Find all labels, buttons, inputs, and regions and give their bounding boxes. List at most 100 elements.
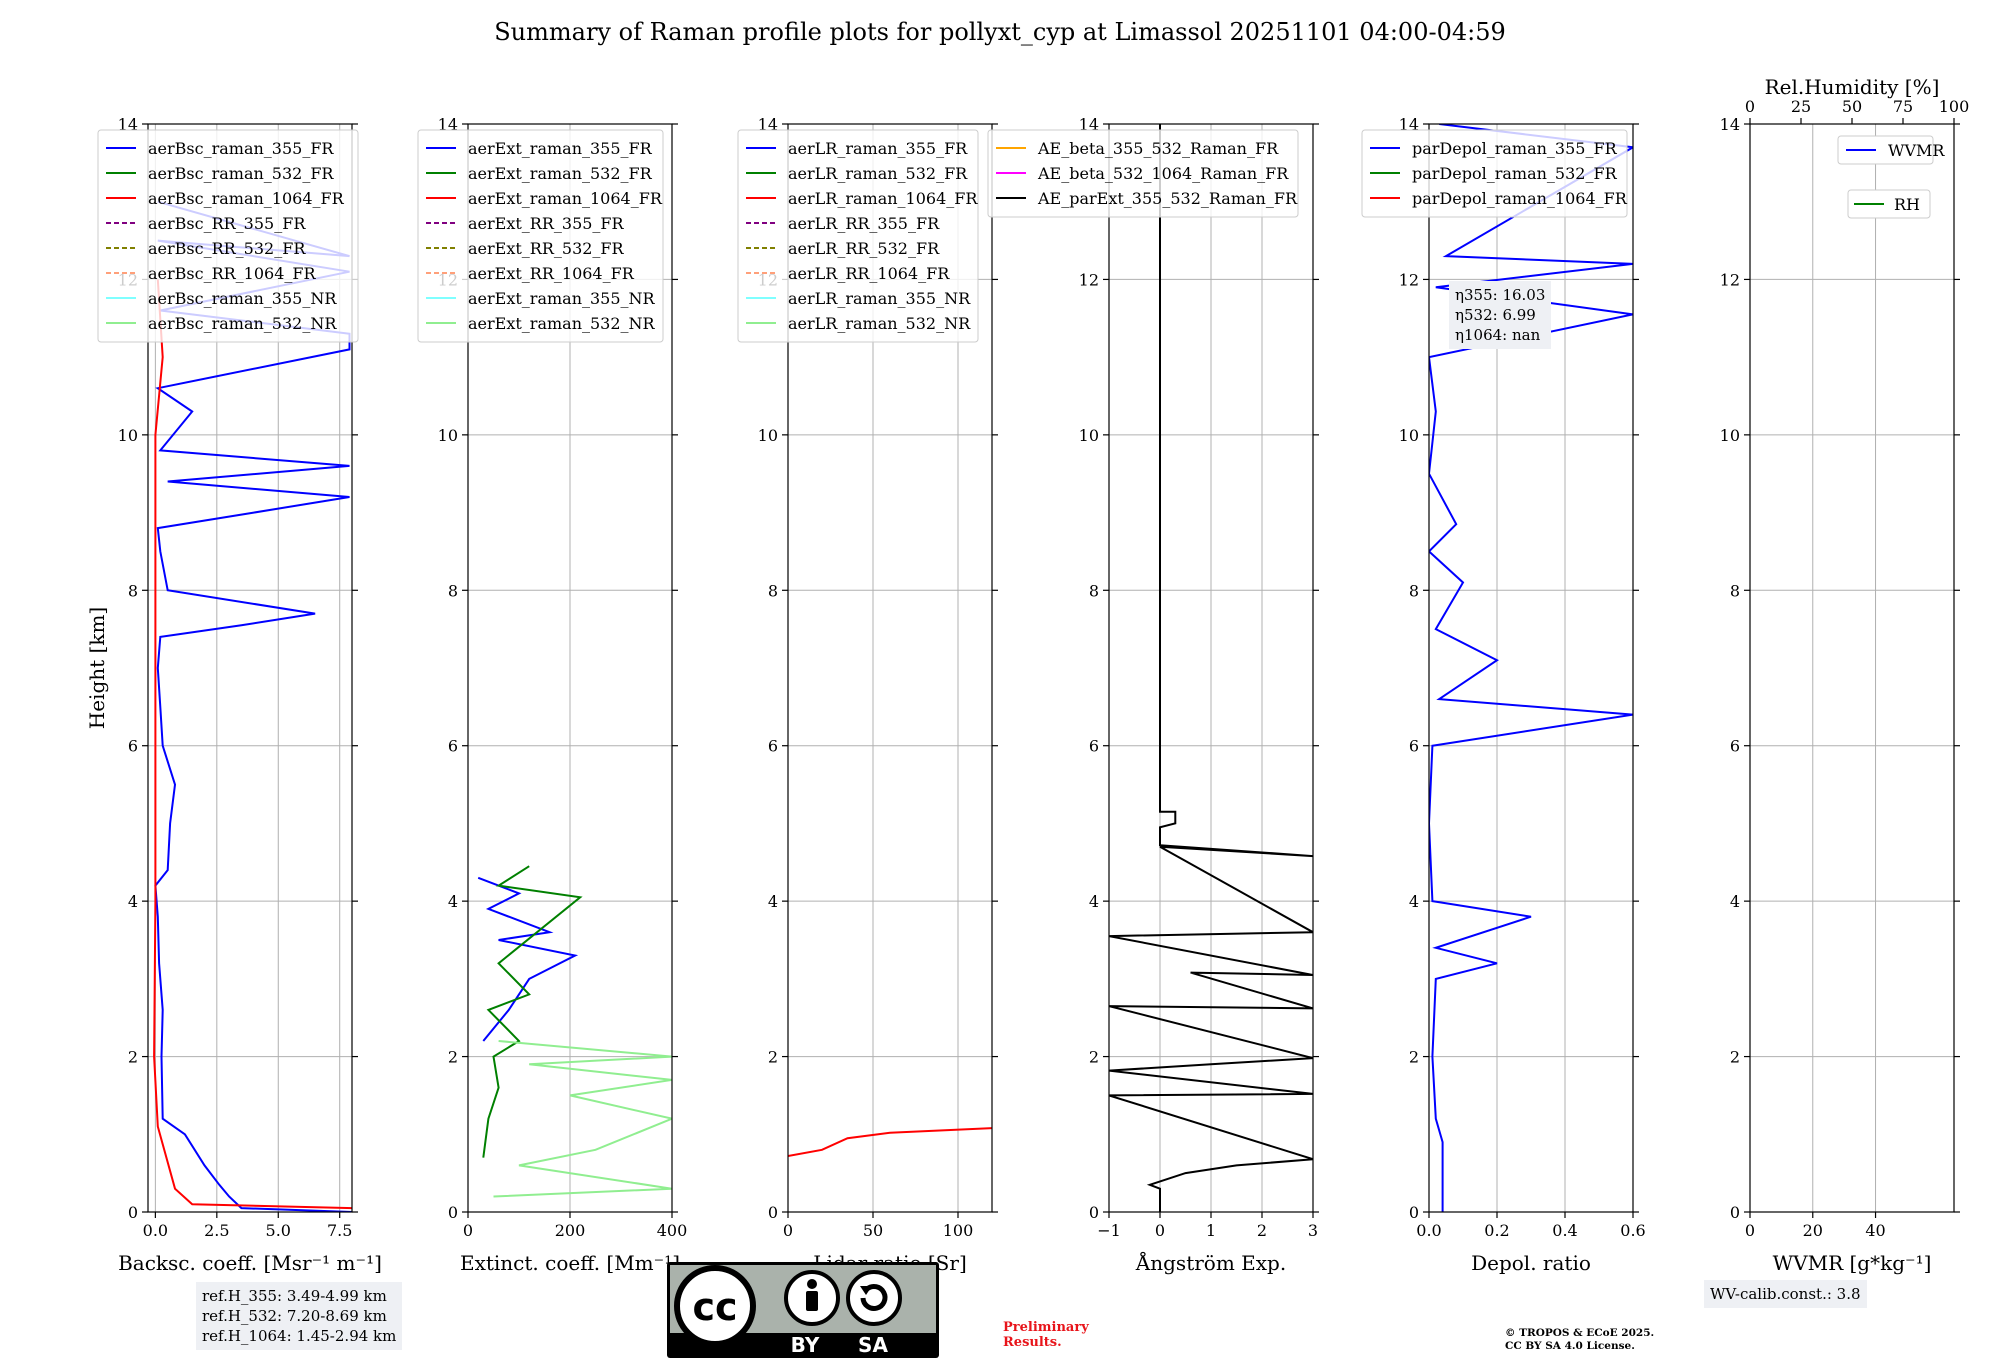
y-tick-label: 0 — [448, 1203, 458, 1222]
panel-lidar_ratio: 02468101214050100Lidar ratio [Sr]aerLR_r… — [737, 115, 998, 1275]
legend: WVMR RH — [1837, 135, 1945, 219]
y-tick-label: 0 — [128, 1203, 138, 1222]
y-tick-label: 2 — [448, 1048, 458, 1067]
y-tick-label: 8 — [1730, 581, 1740, 600]
y-tick-label: 2 — [1089, 1048, 1099, 1067]
ref-heights-box: ref.H_355: 3.49-4.99 km ref.H_532: 7.20-… — [196, 1282, 403, 1350]
legend-entry: AE_parExt_355_532_Raman_FR — [1037, 189, 1298, 208]
eta-box: η355: 16.03 η532: 6.99 η1064: nan — [1449, 281, 1552, 349]
series-AE_parExt_355_532_Raman_FR — [1109, 124, 1313, 1212]
by-label: BY — [791, 1333, 820, 1357]
x-tick-label: 0.0 — [1416, 1221, 1441, 1240]
wv-calib-box: WV-calib.const.: 3.8 — [1704, 1280, 1867, 1308]
x-tick-label: 2.5 — [204, 1221, 229, 1240]
x-tick-label: 100 — [943, 1221, 974, 1240]
top-tick-label: 0 — [1745, 97, 1755, 116]
series-aerLR_raman_1064_FR — [788, 1127, 992, 1157]
legend-entry: aerBsc_raman_1064_FR — [148, 189, 345, 208]
legend-entry: parDepol_raman_1064_FR — [1412, 189, 1628, 208]
y-tick-label: 6 — [768, 737, 778, 756]
legend-box — [1837, 135, 1934, 165]
legend-box — [1361, 129, 1628, 218]
x-tick-label: 0.2 — [1484, 1221, 1509, 1240]
y-tick-label: 6 — [1730, 737, 1740, 756]
legend-entry: AE_beta_532_1064_Raman_FR — [1037, 164, 1289, 183]
cc-text: cc — [692, 1285, 737, 1329]
legend-entry: aerLR_RR_355_FR — [788, 214, 940, 233]
legend-entry: parDepol_raman_532_FR — [1412, 164, 1618, 183]
y-tick-label: 0 — [1409, 1203, 1419, 1222]
y-tick-label: 14 — [1079, 115, 1099, 134]
figure-title: Summary of Raman profile plots for polly… — [494, 18, 1506, 46]
x-tick-label: 0.6 — [1620, 1221, 1645, 1240]
x-axis-label: Depol. ratio — [1471, 1251, 1591, 1275]
legend-entry: AE_beta_355_532_Raman_FR — [1037, 139, 1279, 158]
top-axis-label: Rel.Humidity [%] — [1765, 75, 1940, 99]
legend: AE_beta_355_532_Raman_FR AE_beta_532_1064… — [987, 129, 1299, 218]
x-tick-label: 1 — [1206, 1221, 1216, 1240]
legend-entry: aerBsc_RR_355_FR — [148, 214, 306, 233]
legend-entry: aerExt_RR_532_FR — [468, 239, 625, 258]
x-axis-label: Backsc. coeff. [Msr⁻¹ m⁻¹] — [118, 1251, 382, 1275]
y-tick-label: 6 — [448, 737, 458, 756]
legend: aerBsc_raman_355_FR aerBsc_raman_532_FRae… — [97, 129, 359, 343]
y-tick-label: 12 — [1720, 270, 1740, 289]
y-tick-label: 2 — [768, 1048, 778, 1067]
y-tick-label: 6 — [128, 737, 138, 756]
legend-entry: aerExt_raman_532_FR — [468, 164, 653, 183]
y-tick-label: 0 — [768, 1203, 778, 1222]
x-tick-label: 2 — [1257, 1221, 1267, 1240]
y-tick-label: 10 — [1079, 426, 1099, 445]
x-tick-label: 40 — [1865, 1221, 1885, 1240]
y-tick-label: 2 — [1409, 1048, 1419, 1067]
preliminary-note: Preliminary Results. — [1003, 1320, 1089, 1350]
x-tick-label: 7.5 — [327, 1221, 352, 1240]
y-tick-label: 10 — [758, 426, 778, 445]
legend: aerLR_raman_355_FR aerLR_raman_532_FR aerL… — [737, 129, 979, 343]
y-tick-label: 6 — [1089, 737, 1099, 756]
legend-entry: aerExt_RR_1064_FR — [468, 264, 635, 283]
x-tick-label: 400 — [657, 1221, 688, 1240]
y-tick-label: 14 — [438, 115, 458, 134]
x-tick-label: 0 — [783, 1221, 793, 1240]
y-tick-label: 0 — [1730, 1203, 1740, 1222]
legend-entry: aerExt_raman_355_NR — [468, 289, 656, 308]
copyright-note: © TROPOS & ECoE 2025. CC BY SA 4.0 Licen… — [1505, 1327, 1655, 1352]
top-tick-label: 25 — [1791, 97, 1811, 116]
legend-entry: aerLR_raman_355_NR — [788, 289, 971, 308]
y-tick-label: 10 — [118, 426, 138, 445]
legend-entry: aerLR_RR_1064_FR — [788, 264, 950, 283]
x-tick-label: 50 — [863, 1221, 883, 1240]
x-tick-label: −1 — [1097, 1221, 1121, 1240]
top-tick-label: 75 — [1893, 97, 1913, 116]
axes-frame — [1428, 123, 1634, 1213]
axes-frame — [1749, 123, 1955, 1213]
y-tick-label: 4 — [1730, 892, 1740, 911]
legend-entry: aerBsc_raman_532_NR — [148, 314, 337, 333]
y-tick-label: 10 — [1720, 426, 1740, 445]
x-axis-label: Extinct. coeff. [Mm⁻¹] — [460, 1251, 680, 1275]
y-tick-label: 8 — [128, 581, 138, 600]
y-tick-label: 8 — [768, 581, 778, 600]
y-tick-label: 4 — [1089, 892, 1099, 911]
legend-entry: aerLR_raman_532_FR — [788, 164, 968, 183]
y-tick-label: 8 — [1409, 581, 1419, 600]
axes-frame — [787, 123, 993, 1213]
legend-entry: RH — [1894, 195, 1920, 214]
legend-entry: aerBsc_RR_1064_FR — [148, 264, 317, 283]
cc-license-badge: cc BY SA — [667, 1262, 939, 1358]
x-tick-label: 0 — [1155, 1221, 1165, 1240]
axes-frame — [147, 123, 353, 1213]
y-tick-label: 0 — [1089, 1203, 1099, 1222]
y-tick-label: 10 — [1399, 426, 1419, 445]
ref-height-532: ref.H_532: 7.20-8.69 km — [202, 1307, 387, 1325]
x-tick-label: 0.4 — [1552, 1221, 1577, 1240]
y-tick-label: 10 — [438, 426, 458, 445]
legend: parDepol_raman_355_FR parDepol_raman_532_… — [1361, 129, 1628, 218]
legend-entry: aerBsc_raman_355_FR — [148, 139, 334, 158]
ref-height-1064: ref.H_1064: 1.45-2.94 km — [202, 1327, 397, 1345]
legend-box — [97, 129, 359, 343]
